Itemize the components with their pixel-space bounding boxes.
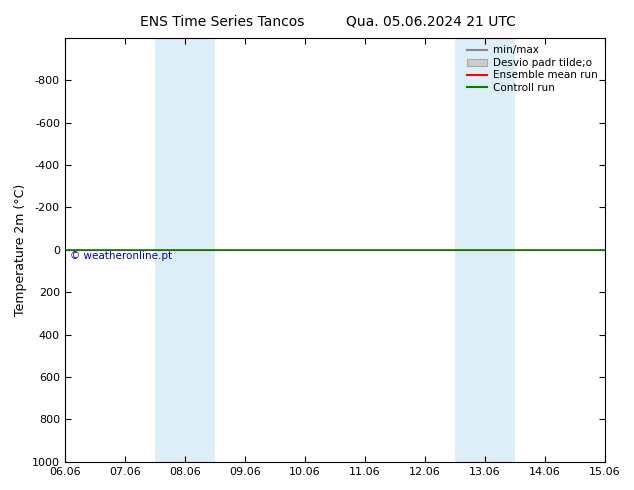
Bar bbox=[155, 38, 185, 462]
Text: © weatheronline.pt: © weatheronline.pt bbox=[70, 251, 172, 261]
Text: ENS Time Series Tancos: ENS Time Series Tancos bbox=[139, 15, 304, 29]
Bar bbox=[485, 38, 515, 462]
Text: Qua. 05.06.2024 21 UTC: Qua. 05.06.2024 21 UTC bbox=[346, 15, 516, 29]
Bar bbox=[185, 38, 215, 462]
Y-axis label: Temperature 2m (°C): Temperature 2m (°C) bbox=[13, 184, 27, 316]
Bar bbox=[455, 38, 485, 462]
Legend: min/max, Desvio padr tilde;o, Ensemble mean run, Controll run: min/max, Desvio padr tilde;o, Ensemble m… bbox=[465, 43, 600, 95]
